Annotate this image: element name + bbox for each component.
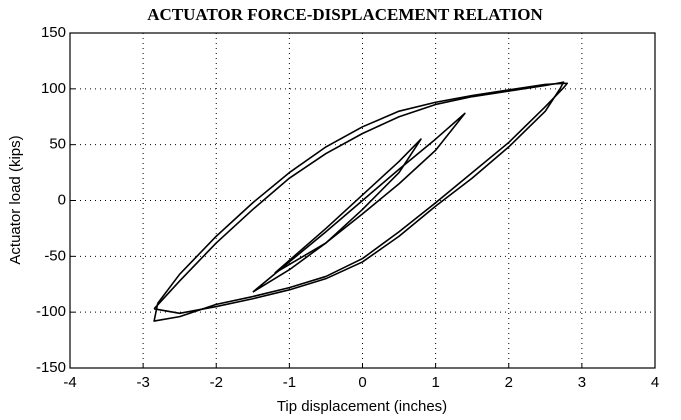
plot-frame [69,32,656,369]
y-tick-label: -100 [36,303,66,320]
y-tick-label: -50 [44,247,66,264]
y-axis-label: Actuator load (kips) [7,135,24,264]
y-tick-label: 100 [41,80,66,97]
load-loop [153,82,569,322]
x-tick-label: 0 [358,374,366,391]
x-tick-label: -2 [210,374,223,391]
x-tick-label: 4 [651,374,659,391]
x-tick-label: 1 [431,374,439,391]
y-tick-label: 0 [58,191,66,208]
y-tick-label: 50 [49,136,66,153]
load-loop [153,81,565,315]
x-tick-label: -1 [283,374,296,391]
y-tick-label: 150 [41,24,66,41]
load-loop [274,138,422,274]
chart-title: ACTUATOR FORCE-DISPLACEMENT RELATION [147,5,543,24]
x-tick-label: 3 [578,374,586,391]
x-axis-label: Tip displacement (inches) [277,398,447,415]
x-tick-label: -3 [136,374,149,391]
x-tick-label: -4 [63,374,76,391]
y-tick-label: -150 [36,359,66,376]
x-tick-label: 2 [505,374,513,391]
